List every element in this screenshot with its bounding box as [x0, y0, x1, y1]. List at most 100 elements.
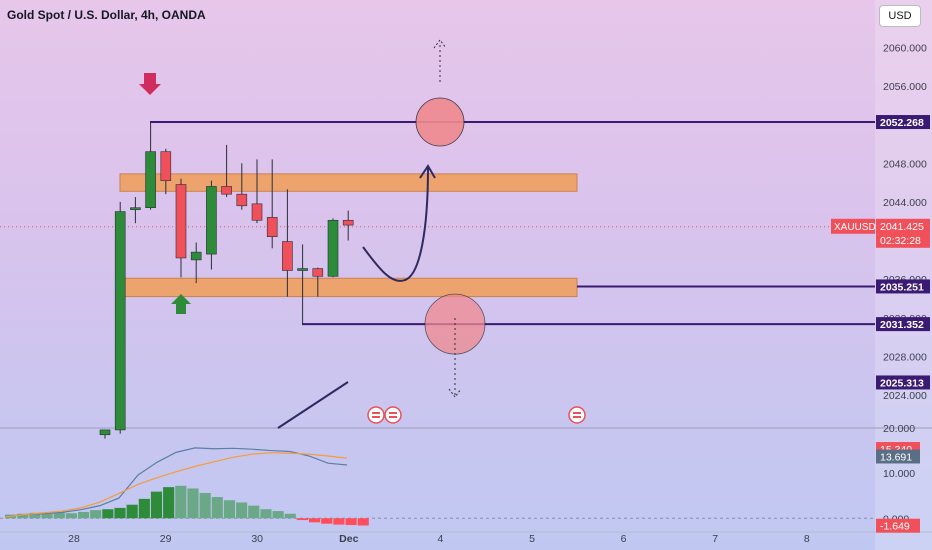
candle-body	[221, 186, 232, 195]
price-level-tag	[876, 375, 930, 390]
macd-histogram-bar	[284, 513, 296, 519]
macd-histogram-bar	[17, 513, 29, 519]
candle-body	[266, 217, 278, 237]
support-resistance-zone	[119, 277, 578, 298]
macd-histogram-bar	[260, 509, 272, 519]
symbol-tag-label: XAUUSD	[834, 222, 876, 233]
price-level-tag-label: 2025.313	[880, 377, 924, 389]
price-level-tag-label: 2031.352	[880, 319, 924, 331]
macd-histogram-bar	[236, 502, 248, 519]
price-tick-label: 2048.000	[883, 158, 927, 170]
countdown-label: 02:32:28	[880, 235, 921, 247]
us-flag-event-icon-stripe	[573, 416, 581, 418]
time-tick-label: 7	[712, 533, 718, 545]
macd-line	[4, 447, 348, 518]
candle-body	[114, 211, 126, 431]
macd-histogram-bar	[53, 512, 65, 519]
macd-histogram-bar	[199, 492, 211, 519]
price-level-tag	[876, 317, 930, 332]
lightning-event-icon-stripe	[372, 412, 380, 414]
time-tick-label: 5	[529, 533, 535, 545]
macd-histogram-bar	[102, 509, 114, 519]
price-tick-label: 2044.000	[883, 197, 927, 209]
macd-histogram-bar	[150, 491, 163, 519]
price-tick-label: 2060.000	[883, 42, 927, 54]
macd-histogram-bar	[29, 512, 41, 519]
candle-body	[145, 151, 156, 209]
projection-arrowhead	[419, 164, 436, 179]
candle-body	[282, 241, 293, 271]
macd-histogram-bar	[138, 498, 150, 519]
candle-body	[160, 151, 172, 181]
support-resistance-zone	[119, 173, 578, 192]
price-tick-label: 2024.000	[883, 390, 927, 402]
price-tick-label: 2028.000	[883, 352, 927, 364]
macd-histogram-bar	[309, 518, 321, 523]
macd-histogram-bar	[321, 518, 333, 524]
dotted-arrowhead-down	[448, 388, 462, 398]
macd-histogram-bar	[272, 511, 284, 519]
candle-body	[342, 219, 354, 226]
macd-histogram-bar	[187, 488, 199, 519]
candle-body	[312, 268, 324, 277]
us-flag-event-icon-stripe	[573, 412, 581, 414]
candle-body	[190, 251, 202, 261]
signal-line	[4, 452, 348, 518]
time-tick-label: 28	[68, 533, 80, 545]
up-arrow-marker	[171, 294, 191, 314]
us-flag-event-icon-stripe	[389, 416, 397, 418]
indicator-value-tag	[876, 518, 920, 533]
candle-body	[251, 203, 263, 221]
chart-title: Gold Spot / U.S. Dollar, 4h, OANDA	[7, 8, 206, 22]
macd-histogram-bar	[333, 518, 345, 525]
macd-histogram-bar	[296, 518, 308, 521]
price-tick-label: 2056.000	[883, 81, 927, 93]
current-price-tag	[876, 218, 930, 248]
macd-histogram-bar	[175, 485, 187, 519]
macd-histogram-bar	[345, 518, 357, 526]
down-arrow-marker	[139, 73, 161, 95]
target-circle	[415, 97, 465, 147]
macd-histogram-bar	[65, 513, 77, 519]
trend-line	[277, 381, 349, 429]
macd-histogram-bar	[77, 511, 90, 519]
currency-button[interactable]: USD	[879, 5, 921, 27]
price-level-tag	[876, 279, 930, 294]
candle-body	[99, 429, 111, 436]
macd-histogram-bar	[357, 518, 369, 526]
price-level-tag-label: 2052.268	[880, 117, 924, 129]
macd-histogram-bar	[41, 513, 53, 519]
lightning-event-icon-stripe	[372, 416, 380, 418]
macd-histogram-bar	[211, 497, 223, 519]
candle-body	[130, 207, 141, 210]
macd-histogram-bar	[90, 510, 102, 519]
indicator-value-tag-label: -1.649	[880, 521, 910, 533]
macd-histogram-bar	[114, 507, 126, 519]
us-flag-event-icon	[568, 406, 586, 424]
us-flag-event-icon-stripe	[389, 412, 397, 414]
current-price-label: 2041.425	[880, 221, 924, 233]
indicator-value-tag	[876, 449, 920, 464]
indicator-value-tag-label: 13.691	[880, 451, 912, 463]
macd-histogram-bar	[163, 487, 175, 519]
time-tick-label: 4	[437, 533, 443, 545]
candle-body	[327, 219, 339, 277]
price-level-tag-label: 2035.251	[880, 281, 924, 293]
projection-curve	[362, 167, 429, 282]
symbol-tag	[831, 218, 875, 234]
time-tick-label: 6	[621, 533, 627, 545]
dotted-arrowhead-up	[433, 39, 447, 49]
macd-histogram-bar	[223, 500, 236, 519]
indicator-tick-label: 10.000	[883, 468, 915, 480]
us-flag-event-icon	[384, 406, 402, 424]
candle-body	[297, 268, 308, 271]
time-tick-label: 29	[160, 533, 172, 545]
indicator-tick-label: 20.000	[883, 423, 915, 435]
price-level-tag	[876, 115, 930, 130]
candle-body	[175, 184, 187, 259]
candle-body	[236, 193, 248, 207]
time-tick-label: Dec	[339, 533, 358, 545]
macd-histogram-bar	[248, 505, 260, 519]
